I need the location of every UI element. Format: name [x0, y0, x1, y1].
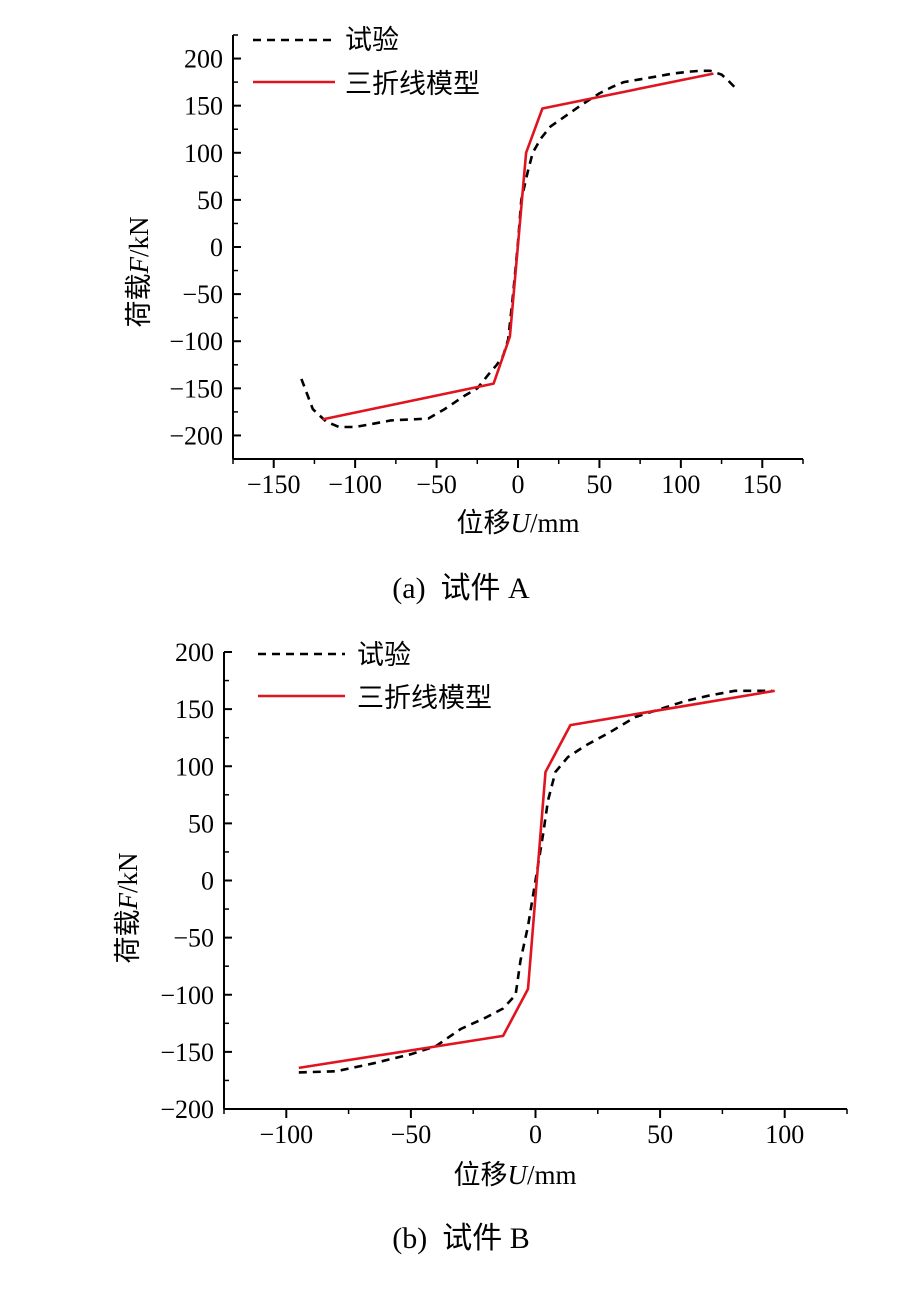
y-tick-label: −100: [160, 981, 214, 1010]
legend-label-trilinear-model: 三折线模型: [345, 69, 480, 99]
panel-caption-b: (b) 试件 B: [392, 1222, 530, 1255]
y-tick-label: −50: [182, 280, 223, 309]
y-tick-label: 100: [184, 139, 223, 168]
y-tick-label: −150: [160, 1038, 214, 1067]
x-tick-label: 50: [647, 1120, 673, 1149]
x-tick-label: 0: [529, 1120, 542, 1149]
y-tick-label: −100: [169, 327, 223, 356]
panel-caption-a: (a) 试件 A: [392, 572, 530, 605]
y-tick-label: 50: [188, 809, 214, 838]
x-tick-label: −150: [247, 470, 301, 499]
y-tick-label: 150: [175, 695, 214, 724]
x-tick-label: 100: [661, 470, 700, 499]
y-tick-label: 0: [210, 233, 223, 262]
y-tick-label: 200: [175, 638, 214, 667]
y-axis-label: 荷载F/kN: [113, 853, 143, 964]
x-tick-label: −100: [259, 1120, 313, 1149]
y-tick-label: −50: [173, 924, 214, 953]
panel-b: 试验 三折线模型 位移U/mm 荷载F/kN (b) 试件 B −200 −150…: [113, 638, 848, 1255]
x-axis-label: 位移U/mm: [456, 508, 579, 538]
y-tick-label: −150: [169, 374, 223, 403]
x-tick-label: 150: [743, 470, 782, 499]
legend-label-trilinear-model: 三折线模型: [357, 683, 492, 713]
y-tick-label: 200: [184, 45, 223, 74]
y-tick-label: 150: [184, 92, 223, 121]
x-axis-label: 位移U/mm: [453, 1160, 576, 1190]
y-tick-label: 100: [175, 752, 214, 781]
x-tick-label: 0: [512, 470, 525, 499]
series-line-trilinear-model: [322, 72, 714, 421]
x-tick-label: −50: [391, 1120, 432, 1149]
x-tick-label: −100: [328, 470, 382, 499]
y-tick-label: −200: [169, 421, 223, 450]
legend-label-experiment: 试验: [357, 640, 411, 670]
y-tick-label: −200: [160, 1095, 214, 1124]
legend-label-experiment: 试验: [345, 25, 399, 55]
x-tick-label: 100: [765, 1120, 804, 1149]
y-tick-label: 50: [197, 186, 223, 215]
panel-a: 试验 三折线模型 位移U/mm 荷载F/kN (a) 试件 A −200 −150…: [124, 25, 804, 605]
x-tick-label: −50: [416, 470, 457, 499]
series-line-trilinear-model: [298, 689, 775, 1070]
y-axis-label: 荷载F/kN: [124, 217, 154, 328]
y-tick-label: 0: [201, 867, 214, 896]
x-tick-label: 50: [586, 470, 612, 499]
